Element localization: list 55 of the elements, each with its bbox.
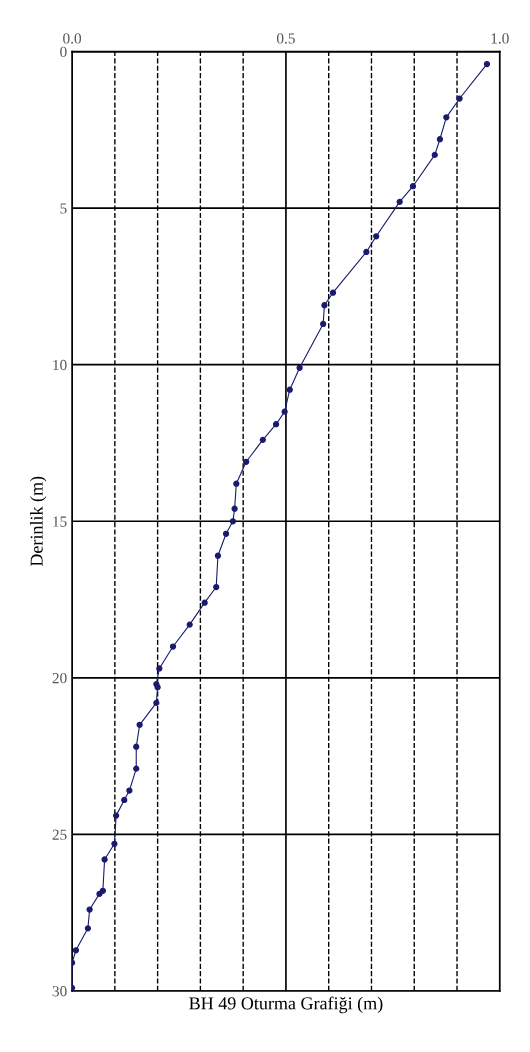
point <box>201 599 208 606</box>
point <box>329 289 337 296</box>
y-tick-label: 10 <box>53 359 67 371</box>
x-tick-label: 0.0 <box>63 33 82 44</box>
point <box>373 233 380 240</box>
point <box>281 408 288 415</box>
x-tick-label: 0.5 <box>276 33 295 44</box>
point <box>243 458 250 465</box>
point <box>133 743 140 750</box>
point <box>153 699 160 707</box>
point <box>321 302 328 309</box>
point <box>443 114 450 121</box>
point <box>231 505 238 512</box>
point <box>126 787 133 794</box>
point <box>113 812 120 819</box>
point <box>136 721 143 728</box>
point <box>111 840 118 847</box>
point <box>222 530 230 537</box>
point <box>409 183 417 190</box>
point <box>133 765 140 772</box>
point <box>186 621 193 628</box>
y-tick-label: 15 <box>53 516 67 527</box>
point <box>96 890 103 898</box>
point <box>86 906 93 913</box>
x-tick-label: 1.0 <box>491 33 509 44</box>
point <box>272 421 280 428</box>
y-tick-label: 20 <box>52 672 67 684</box>
y-tick-label: 30 <box>52 986 67 997</box>
y-axis-title: Derinlik (m) <box>30 476 47 567</box>
point <box>396 198 403 205</box>
point <box>483 60 491 68</box>
point <box>456 95 463 102</box>
point <box>286 386 293 393</box>
y-tick-label: 5 <box>60 203 67 214</box>
point <box>99 887 107 894</box>
point <box>363 248 370 256</box>
point <box>213 583 220 591</box>
point <box>169 643 177 650</box>
point <box>121 796 128 804</box>
point <box>431 151 438 159</box>
x-axis-title: BH 49 Oturma Grafiği (m) <box>189 996 383 1014</box>
y-tick-label: 25 <box>52 829 67 840</box>
point <box>72 947 80 954</box>
point <box>320 320 327 328</box>
point <box>229 518 237 525</box>
point <box>101 856 108 863</box>
point <box>214 552 222 559</box>
point <box>154 684 161 691</box>
point <box>233 480 240 487</box>
point <box>296 364 303 371</box>
point <box>436 136 444 143</box>
point <box>156 665 163 672</box>
point <box>259 436 266 443</box>
point <box>84 925 92 932</box>
y-tick-label: 0 <box>60 46 67 57</box>
